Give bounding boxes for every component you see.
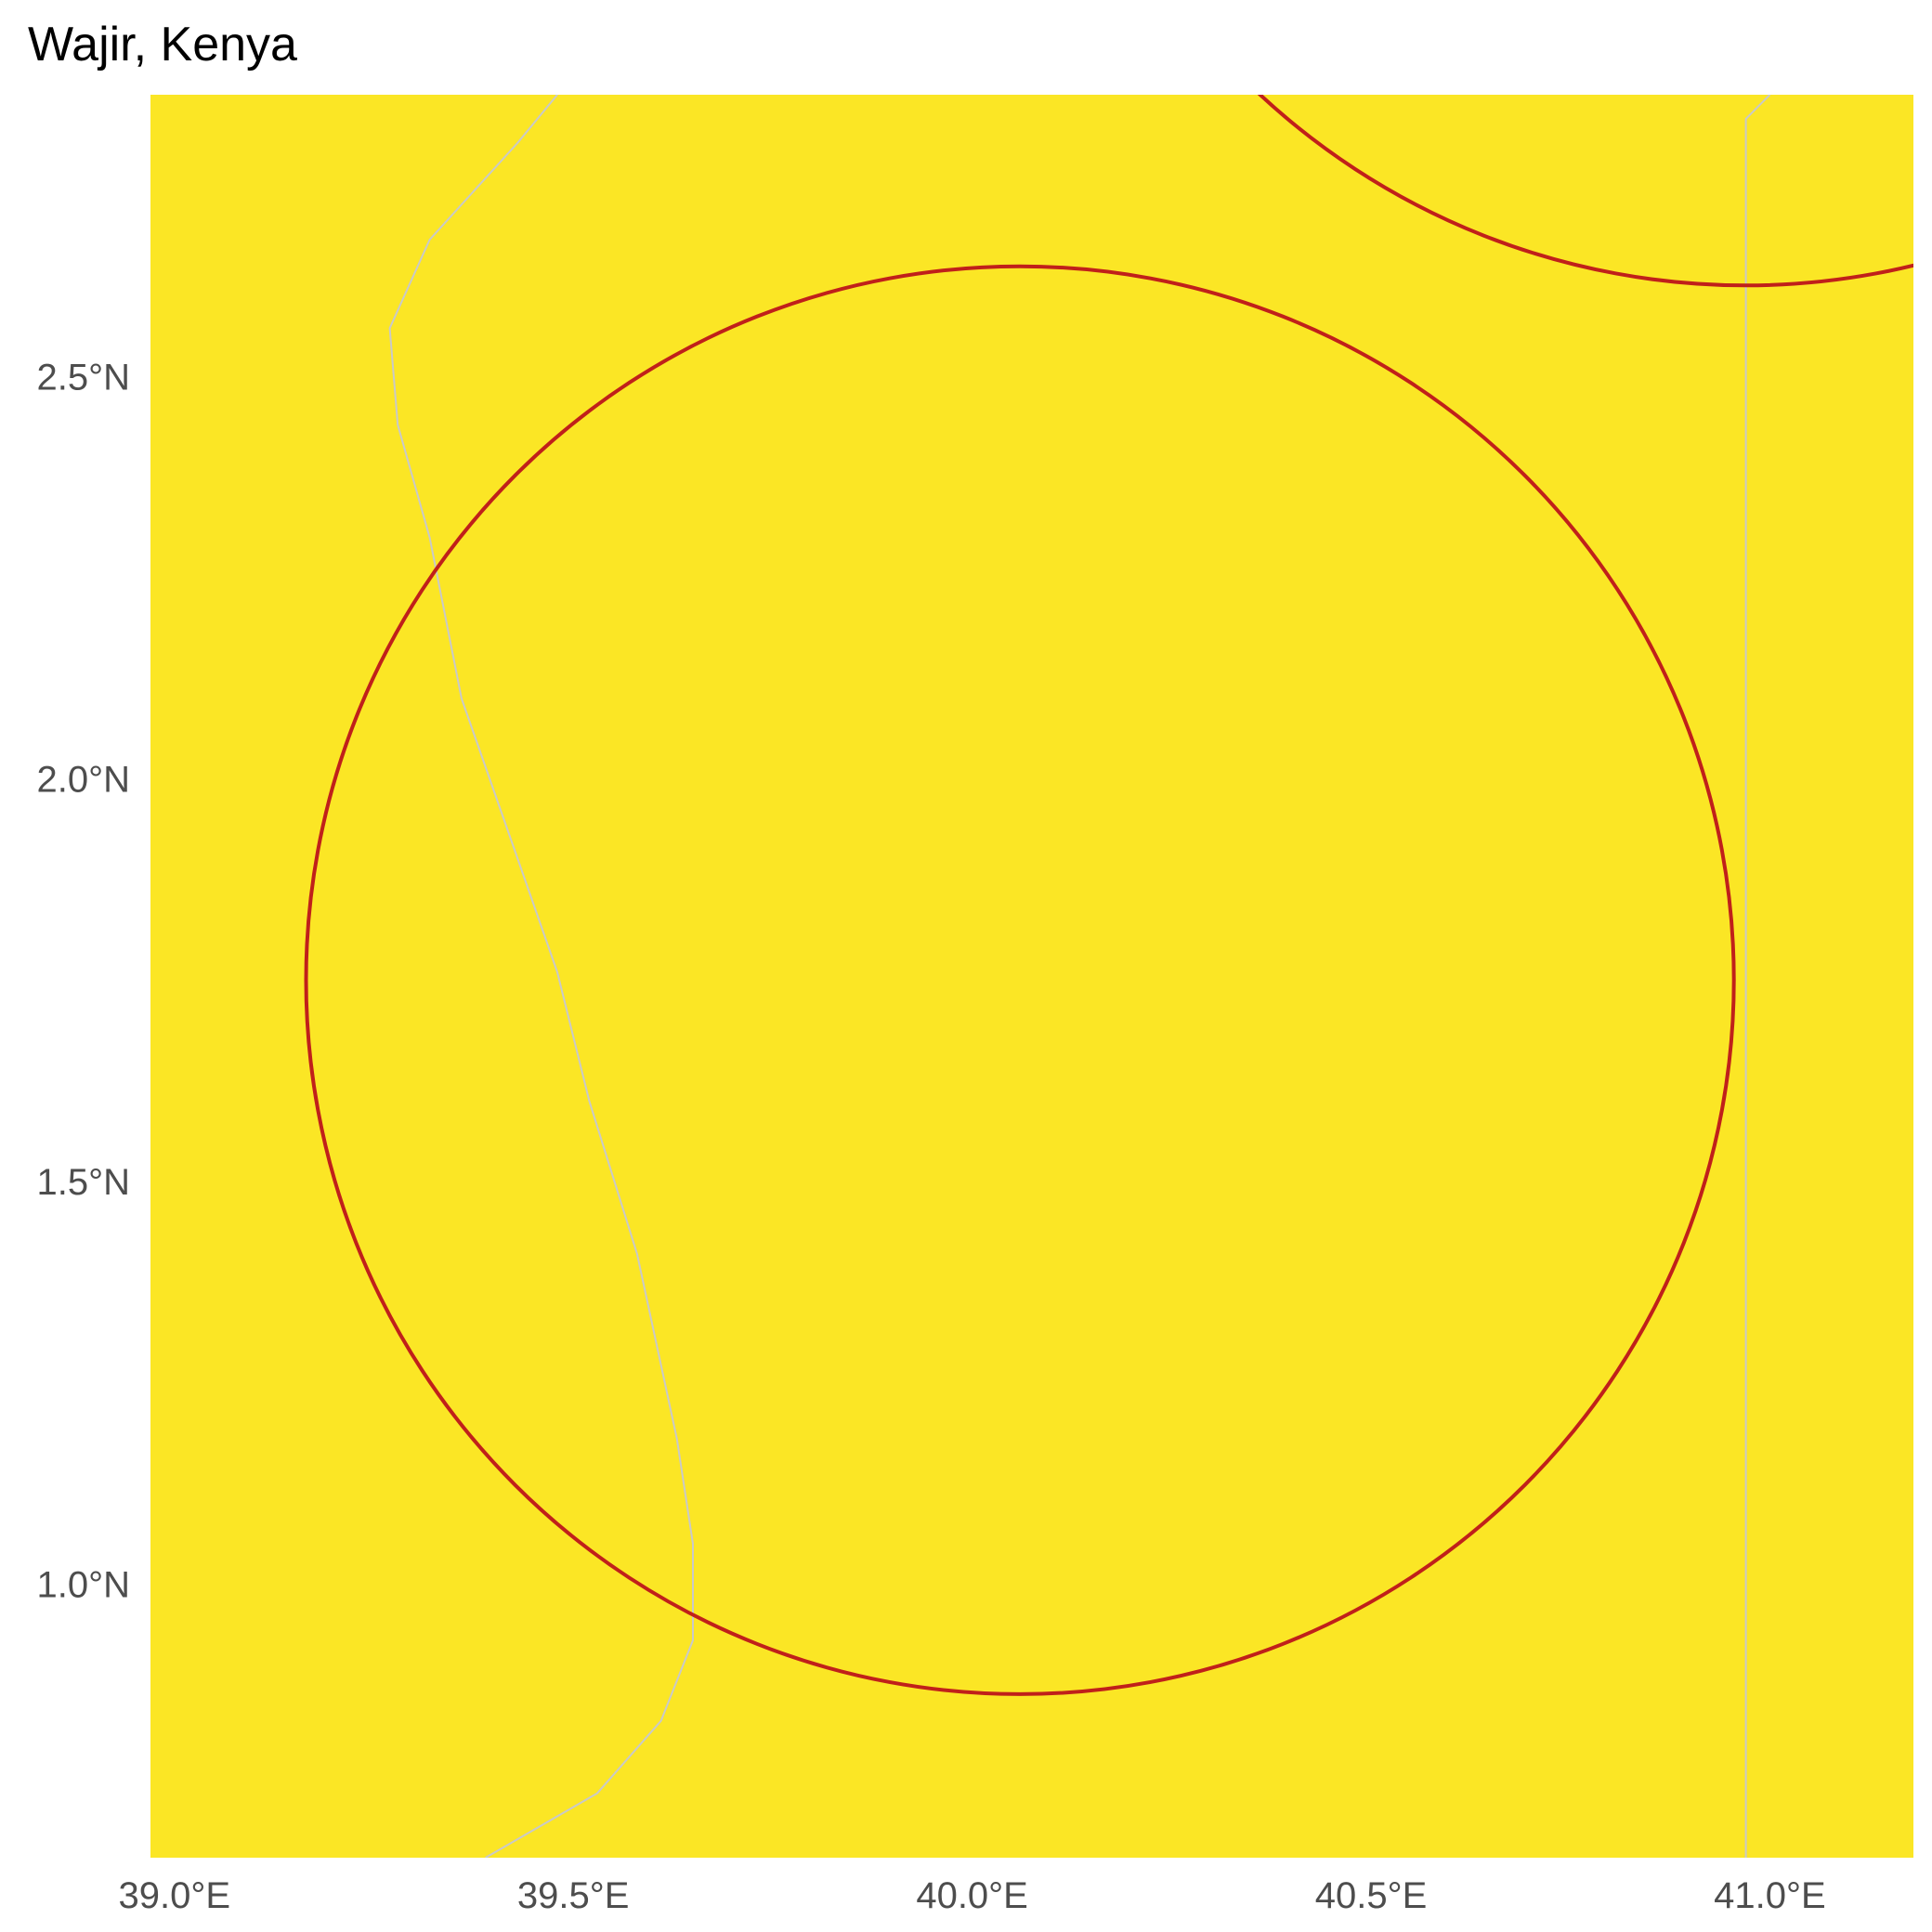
y-axis: 2.5°N 2.0°N 1.5°N 1.0°N <box>37 357 131 1605</box>
x-tick-label: 40.0°E <box>916 1875 1028 1916</box>
admin-boundary-east <box>1744 95 1771 1858</box>
x-axis: 39.0°E 39.5°E 40.0°E 40.5°E 41.0°E <box>119 1875 1826 1916</box>
x-tick-label: 39.5°E <box>517 1875 630 1916</box>
admin-boundary-west <box>388 95 694 1858</box>
neighbor-buffer <box>1257 95 1913 288</box>
y-tick-label: 2.5°N <box>37 357 131 398</box>
circle-layer <box>304 95 1913 1696</box>
x-tick-label: 41.0°E <box>1714 1875 1826 1916</box>
map-title: Wajir, Kenya <box>28 18 297 72</box>
boundary-layer <box>388 95 1771 1858</box>
y-tick-label: 1.5°N <box>37 1162 131 1203</box>
x-tick-label: 39.0°E <box>119 1875 231 1916</box>
map-panel <box>150 95 1913 1858</box>
x-tick-label: 40.5°E <box>1315 1875 1428 1916</box>
wajir-buffer <box>304 264 1736 1696</box>
y-tick-label: 1.0°N <box>37 1564 131 1605</box>
y-tick-label: 2.0°N <box>37 760 131 801</box>
